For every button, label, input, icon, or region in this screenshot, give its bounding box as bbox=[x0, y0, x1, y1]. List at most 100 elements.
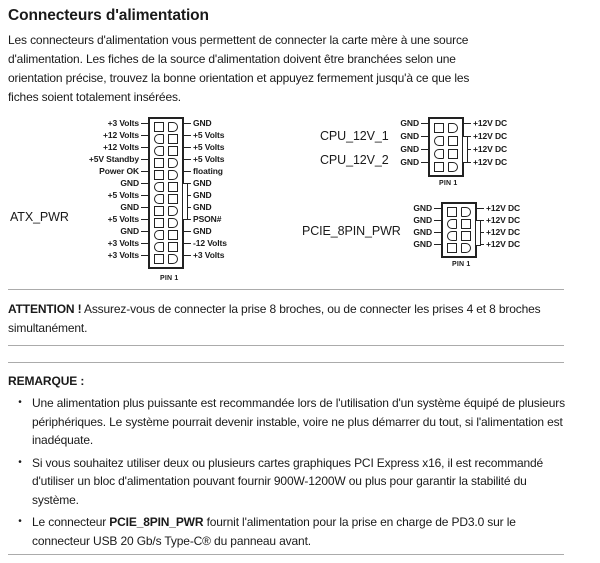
pin-label: +12V DC bbox=[486, 226, 521, 237]
cpu-12v-connector-drawing: GND GND GND GND +12V DC +12V DC +12V DC +12V DC… bbox=[400, 117, 507, 187]
text: Le connecteur bbox=[32, 515, 110, 529]
pin-label: GND bbox=[413, 238, 432, 249]
latch-tab bbox=[475, 220, 481, 246]
pin-label: +5 Volts bbox=[193, 129, 225, 140]
divider bbox=[8, 554, 564, 555]
pin-row-label: GND bbox=[400, 156, 428, 169]
wire-line bbox=[184, 206, 191, 208]
pin-row bbox=[434, 121, 458, 134]
pin-label: GND bbox=[400, 131, 419, 142]
pin-label: +3 Volts bbox=[107, 249, 140, 260]
divider bbox=[8, 362, 564, 363]
wire-line bbox=[184, 254, 191, 256]
text-line: inadéquate. bbox=[32, 431, 565, 450]
connector-name-pcie-8pin-pwr: PCIE_8PIN_PWR bbox=[302, 224, 401, 238]
pin-row bbox=[154, 121, 178, 133]
pin-row-label: GND bbox=[400, 143, 428, 156]
pin-label: +3 Volts bbox=[193, 249, 225, 260]
pin-row-label: +5 Volts bbox=[184, 141, 227, 153]
pin-rounded bbox=[434, 148, 444, 159]
wire-line bbox=[464, 162, 471, 163]
wire-line bbox=[434, 219, 441, 221]
pin-label: +12V DC bbox=[473, 157, 508, 168]
pin-row bbox=[154, 133, 178, 145]
pin-label: +12V DC bbox=[486, 214, 521, 225]
pin-row-label: GND bbox=[184, 189, 227, 201]
pin-row-label: GND bbox=[413, 226, 441, 238]
wire-line bbox=[141, 254, 148, 256]
pin-row bbox=[447, 206, 471, 218]
wire-line bbox=[184, 158, 191, 160]
bullet-text: Une alimentation plus puissante est reco… bbox=[32, 394, 565, 450]
list-item: • Une alimentation plus puissante est rec… bbox=[8, 394, 594, 450]
text: périphériques. Le système pourrait deven… bbox=[32, 414, 563, 429]
pin-row-label: +5 Volts bbox=[108, 213, 148, 225]
pin-label: +12 Volts bbox=[102, 129, 139, 140]
wire-line bbox=[184, 146, 191, 148]
text-line: connecteur USB 20 Gb/s Type-C® du pannea… bbox=[32, 532, 516, 551]
pin-square bbox=[447, 243, 457, 253]
pin-label: +12V DC bbox=[473, 144, 508, 155]
pin-row bbox=[154, 205, 178, 217]
pin-rounded bbox=[154, 134, 164, 144]
pin-labels-right: +12V DC +12V DC +12V DC +12V DC bbox=[464, 117, 507, 169]
text: système. bbox=[32, 492, 79, 507]
pin-label: GND bbox=[400, 144, 419, 155]
pin-square bbox=[168, 146, 178, 156]
pin-row-label: PSON# bbox=[184, 213, 227, 225]
text: Les connecteurs d'alimentation vous perm… bbox=[8, 33, 469, 47]
pin-row-label: +12V DC bbox=[477, 214, 520, 226]
text: Assurez-vous de connecter la prise 8 bro… bbox=[81, 302, 541, 316]
pin-row-label: +5 Volts bbox=[108, 189, 148, 201]
remark-bullet-list: • Une alimentation plus puissante est rec… bbox=[8, 394, 594, 550]
wire-line bbox=[184, 122, 191, 124]
wire-line bbox=[141, 170, 148, 172]
pin-rounded bbox=[168, 218, 178, 228]
pin-label: GND bbox=[193, 201, 212, 212]
pin-row bbox=[154, 145, 178, 157]
pin-label: GND bbox=[413, 226, 432, 237]
wire-line bbox=[421, 162, 428, 163]
pin-rounded bbox=[461, 243, 471, 253]
pin-labels-left: GND GND GND GND bbox=[400, 117, 428, 169]
wire-line bbox=[141, 218, 148, 220]
pin-labels-left: GND GND GND GND bbox=[413, 202, 441, 250]
pin-rounded bbox=[154, 146, 164, 156]
pin-labels-right: GND +5 Volts +5 Volts +5 Volts floating GND GN… bbox=[184, 117, 227, 261]
pin-labels-left: +3 Volts +12 Volts +12 Volts +5V Standby Pow… bbox=[56, 117, 148, 261]
pin-row-label: Power OK bbox=[99, 165, 148, 177]
pin-square bbox=[448, 148, 458, 159]
pin-label: GND bbox=[120, 225, 139, 236]
pin-rounded bbox=[154, 182, 164, 192]
wire-line bbox=[464, 136, 471, 137]
pin-square bbox=[154, 170, 164, 180]
wire-line bbox=[141, 230, 148, 232]
wire-line bbox=[184, 194, 191, 196]
page-title: Connecteurs d'alimentation bbox=[8, 7, 209, 24]
pin-row bbox=[434, 160, 458, 173]
latch-tab bbox=[462, 136, 468, 163]
list-item: • Le connecteur PCIE_8PIN_PWR fournit l'a… bbox=[8, 513, 594, 550]
pin-row bbox=[154, 253, 178, 265]
pin-square bbox=[448, 135, 458, 146]
pin-label: +5 Volts bbox=[193, 141, 225, 152]
wire-line bbox=[141, 182, 148, 184]
pin-square bbox=[168, 182, 178, 192]
pin-row-label: GND bbox=[120, 201, 148, 213]
pin-square bbox=[461, 219, 471, 229]
wire-line bbox=[141, 194, 148, 196]
pin-label: +5V Standby bbox=[88, 153, 139, 164]
wire-line bbox=[434, 243, 441, 245]
pin-row-label: +12V DC bbox=[464, 143, 507, 156]
pin-row-label: +3 Volts bbox=[108, 117, 148, 129]
pin-row bbox=[447, 230, 471, 242]
pin-square bbox=[461, 231, 471, 241]
attention-note: ATTENTION ! Assurez-vous de connecter la… bbox=[8, 300, 594, 338]
pin-row-label: +12 Volts bbox=[103, 141, 148, 153]
text-line: Une alimentation plus puissante est reco… bbox=[32, 394, 565, 413]
pin-row-label: +5 Volts bbox=[184, 153, 227, 165]
bold-text: PCIE_8PIN_PWR bbox=[109, 515, 204, 529]
pin-label: +5 Volts bbox=[107, 213, 140, 224]
text-line: système. bbox=[32, 491, 543, 510]
